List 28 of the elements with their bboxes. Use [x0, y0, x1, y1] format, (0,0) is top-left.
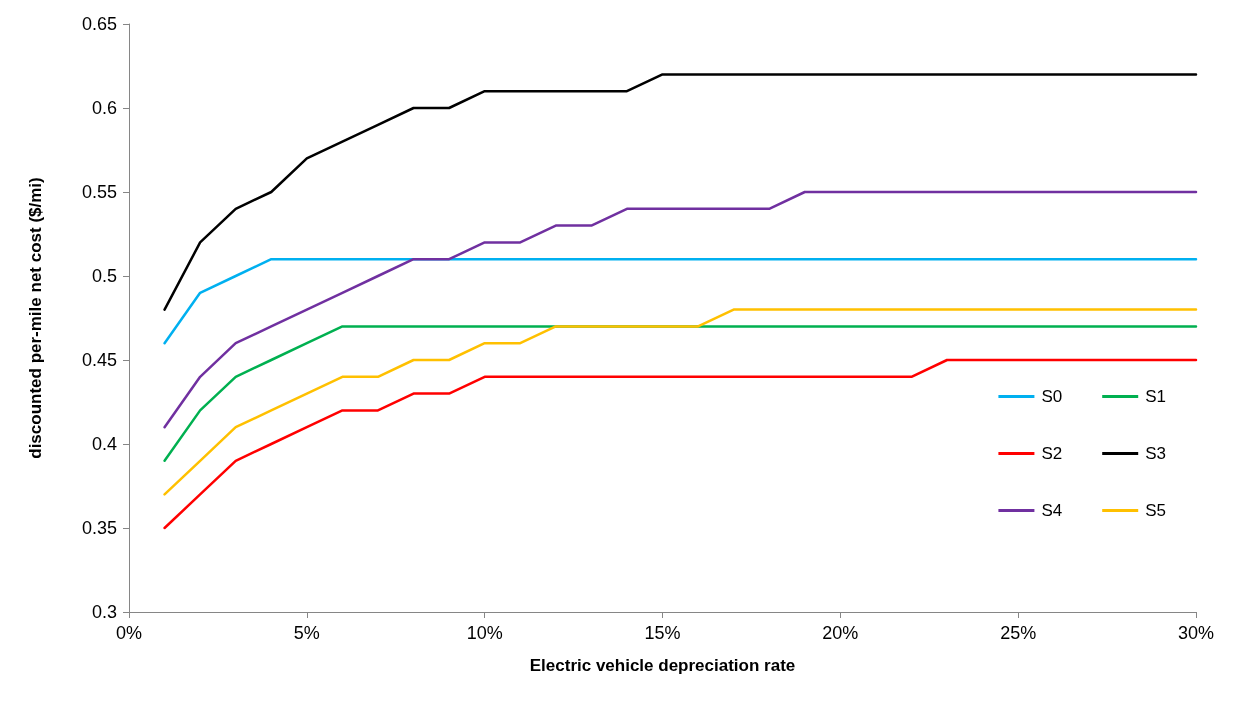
- legend-label: S0: [1041, 387, 1063, 406]
- legend-label: S4: [1041, 501, 1063, 520]
- x-tick-label: 20%: [822, 623, 859, 643]
- line-series: [163, 73, 1198, 311]
- x-tick-label: 30%: [1177, 623, 1215, 643]
- y-tick-label: 0.3: [91, 602, 117, 622]
- x-tick-label: 5%: [293, 623, 320, 643]
- y-tick-label: 0.65: [81, 14, 117, 34]
- y-tick-label: 0.55: [81, 182, 117, 202]
- x-tick-label: 25%: [1000, 623, 1037, 643]
- x-tick-label: 15%: [644, 623, 681, 643]
- x-tick-label: 0%: [115, 623, 143, 643]
- y-tick-label: 0.5: [91, 266, 117, 286]
- y-tick-label: 0.35: [81, 518, 117, 538]
- y-tick-label: 0.4: [91, 434, 117, 454]
- y-axis-title: discounted per-mile net cost ($/mi): [26, 177, 45, 459]
- line-series: [163, 257, 1198, 345]
- y-tick-label: 0.45: [81, 350, 117, 370]
- legend-label: S5: [1145, 501, 1166, 520]
- x-tick-label: 10%: [466, 623, 503, 643]
- line-series: [163, 190, 1198, 429]
- legend-label: S2: [1041, 444, 1063, 463]
- x-axis-title: Electric vehicle depreciation rate: [529, 656, 796, 675]
- legend-label: S1: [1145, 387, 1166, 406]
- legend-label: S3: [1145, 444, 1166, 463]
- y-tick-label: 0.6: [91, 98, 117, 118]
- line-series: [163, 358, 1198, 530]
- line-series: [163, 308, 1198, 496]
